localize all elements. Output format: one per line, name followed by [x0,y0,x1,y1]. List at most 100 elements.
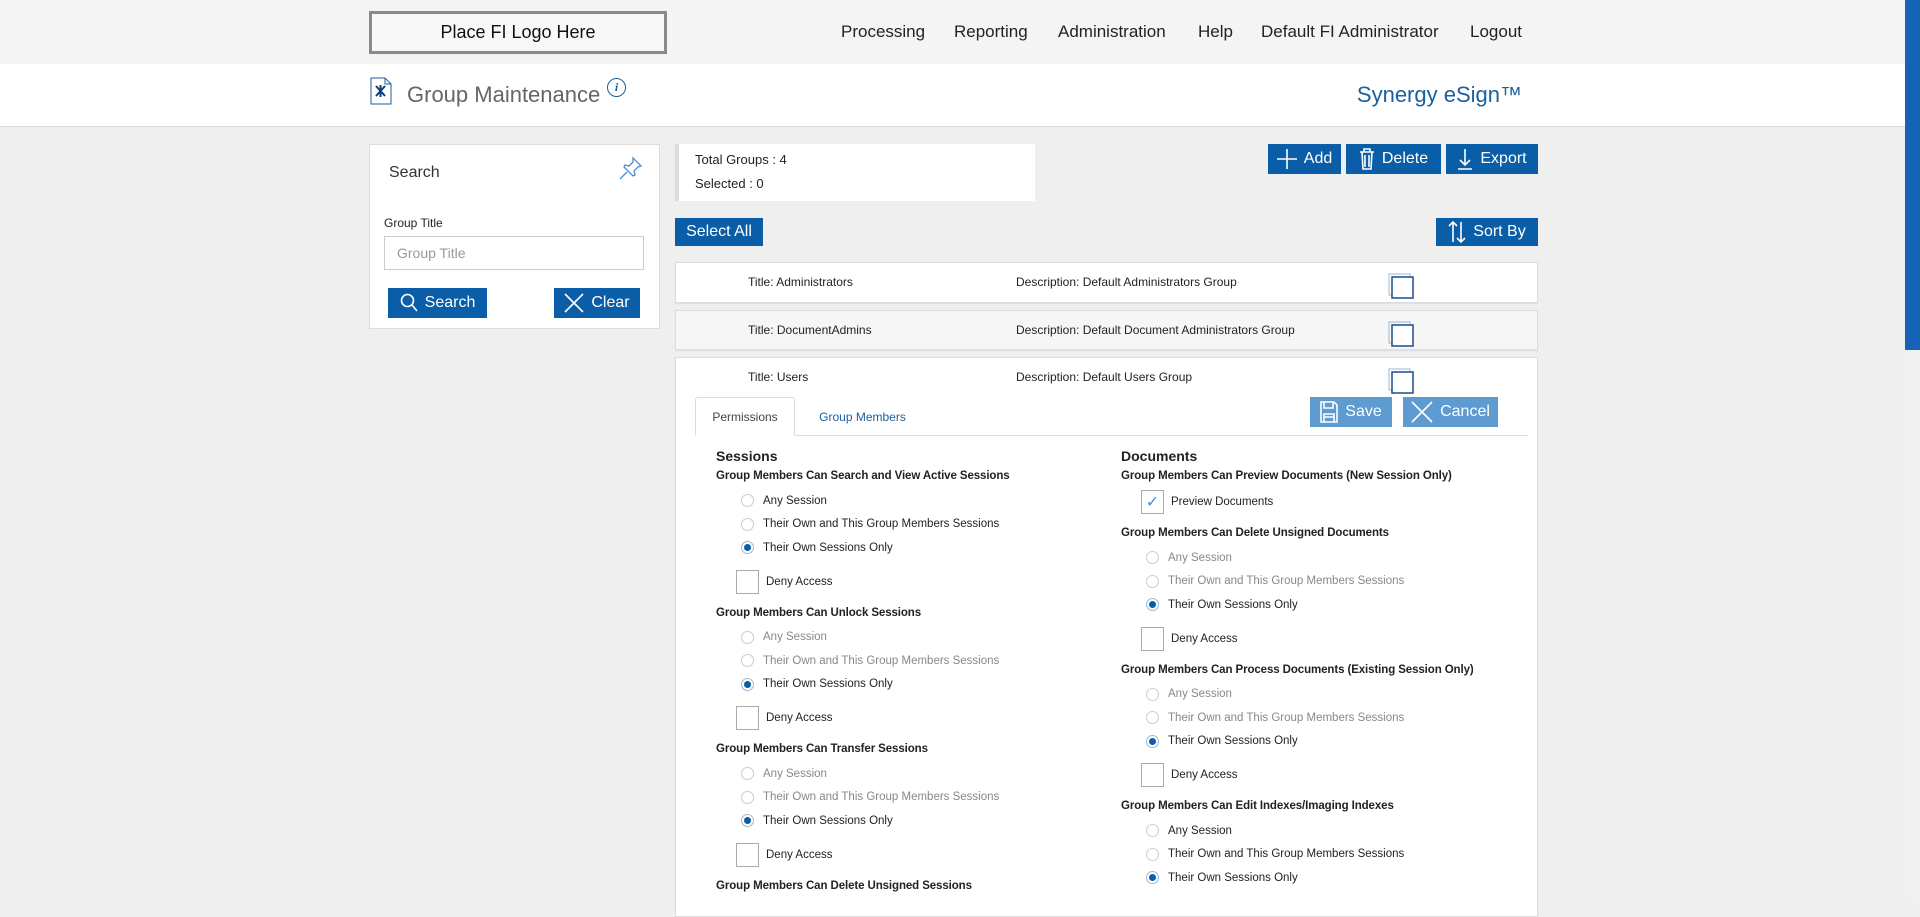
scrollbar-thumb[interactable] [1905,0,1920,350]
nav-user[interactable]: Default FI Administrator [1261,22,1439,41]
add-button-label: Add [1303,150,1333,167]
radio-option[interactable]: Any Session [741,489,1010,513]
group-description: Description: Default Administrators Grou… [1016,275,1237,289]
page-header: Group Maintenance i Synergy eSign™ [0,64,1905,127]
radio-button [1146,711,1159,725]
search-button-label: Search [424,294,476,311]
tab-permissions[interactable]: Permissions [695,397,795,436]
radio-button [1146,687,1159,701]
export-button-label: Export [1480,150,1527,167]
group-title-input[interactable] [384,236,644,270]
nav-help[interactable]: Help [1198,22,1233,41]
selected-count: Selected : 0 [695,176,764,191]
clear-button-label: Clear [591,294,630,311]
radio-label: Any Session [1168,688,1232,701]
radio-option[interactable]: Their Own and This Group Members Session… [741,513,1010,537]
deny-access-checkbox[interactable]: Deny Access [736,706,1010,730]
radio-label: Their Own and This Group Members Session… [763,518,1000,531]
radio-label: Their Own and This Group Members Session… [1168,711,1405,724]
radio-button[interactable] [1146,824,1159,838]
radio-option: Any Session [1146,546,1474,570]
checkbox-label: Preview Documents [1171,496,1274,508]
radio-button[interactable] [1146,847,1159,861]
search-button[interactable]: Search [388,288,487,318]
checkbox[interactable]: ✓ [1141,490,1164,514]
nav-administration[interactable]: Administration [1058,22,1166,41]
tab-group-members[interactable]: Group Members [819,409,906,424]
group-row-expanded: Title: Users Description: Default Users … [675,357,1538,917]
deny-access-checkbox[interactable]: Deny Access [736,842,1010,867]
trash-icon [1359,148,1374,170]
group-row[interactable]: Title: DocumentAdmins Description: Defau… [675,310,1538,350]
group-row[interactable]: Title: Administrators Description: Defau… [675,262,1538,303]
radio-label: Their Own Sessions Only [763,814,893,827]
deny-access-checkbox[interactable]: Deny Access [1141,763,1474,787]
radio-label: Their Own and This Group Members Session… [763,654,1000,667]
radio-option: Any Session [741,626,1010,650]
radio-option: Their Own and This Group Members Session… [741,786,1010,810]
radio-button [741,654,754,668]
radio-label: Any Session [763,767,827,780]
radio-button [741,677,754,691]
permission-group: Group Members Can Transfer Sessions Any S… [716,743,1010,867]
radio-option: Their Own and This Group Members Session… [1146,706,1474,730]
clear-button[interactable]: Clear [554,288,640,318]
radio-button[interactable] [741,517,754,531]
radio-label: Their Own and This Group Members Session… [1168,848,1405,861]
permission-heading: Group Members Can Delete Unsigned Sessio… [716,879,972,892]
radio-button [741,630,754,644]
radio-label: Any Session [1168,551,1232,564]
add-button[interactable]: Add [1268,144,1341,174]
radio-label: Their Own and This Group Members Session… [763,791,1000,804]
deny-access-checkbox[interactable]: Deny Access [1141,626,1474,651]
row-checkbox[interactable] [1388,321,1414,347]
pin-icon[interactable] [618,155,644,181]
row-checkbox[interactable] [1388,273,1414,299]
radio-label: Any Session [763,494,827,507]
checkbox[interactable] [736,569,759,594]
nav-reporting[interactable]: Reporting [954,22,1028,41]
nav-processing[interactable]: Processing [841,22,926,41]
sort-by-label: Sort By [1473,223,1526,240]
plus-icon [1276,149,1297,169]
tools-document-icon [370,77,392,105]
checkbox[interactable] [1141,763,1164,787]
preview-documents-checkbox[interactable]: ✓ Preview Documents [1141,490,1474,514]
permission-heading: Group Members Can Preview Documents (New… [1121,470,1452,482]
radio-option: Their Own and This Group Members Session… [1146,570,1474,594]
info-icon[interactable]: i [607,78,626,97]
checkbox[interactable] [1141,626,1164,651]
radio-option[interactable]: Their Own and This Group Members Session… [1146,843,1474,867]
radio-button [741,814,754,828]
checkbox[interactable] [736,706,759,730]
radio-button[interactable] [741,494,754,508]
radio-option[interactable]: Their Own Sessions Only [741,536,1010,560]
radio-label: Their Own Sessions Only [763,678,893,691]
sort-by-button[interactable]: Sort By [1436,218,1538,246]
checkbox-label: Deny Access [766,712,833,724]
select-all-button[interactable]: Select All [675,218,763,246]
radio-button [1146,551,1159,565]
radio-label: Any Session [763,631,827,644]
permission-heading: Group Members Can Search and View Active… [716,470,1010,482]
radio-option[interactable]: Any Session [1146,819,1474,843]
radio-button [741,790,754,804]
checkbox[interactable] [736,842,759,867]
cancel-button[interactable]: Cancel [1403,397,1498,427]
radio-button[interactable] [741,541,754,555]
delete-button[interactable]: Delete [1346,144,1441,174]
deny-access-checkbox[interactable]: Deny Access [736,569,1010,594]
export-button[interactable]: Export [1446,144,1538,174]
save-button[interactable]: Save [1310,397,1392,427]
page-title: Group Maintenance [407,82,601,107]
radio-option[interactable]: Their Own Sessions Only [1146,866,1474,890]
row-checkbox[interactable] [1388,368,1414,394]
radio-label: Their Own and This Group Members Session… [1168,575,1405,588]
radio-button[interactable] [1146,871,1159,885]
group-title: Title: Administrators [748,275,853,289]
radio-option: Any Session [741,762,1010,786]
nav-logout[interactable]: Logout [1470,22,1522,41]
checkbox-label: Deny Access [1171,769,1238,781]
radio-button [1146,598,1159,612]
checkbox-label: Deny Access [1171,632,1238,645]
